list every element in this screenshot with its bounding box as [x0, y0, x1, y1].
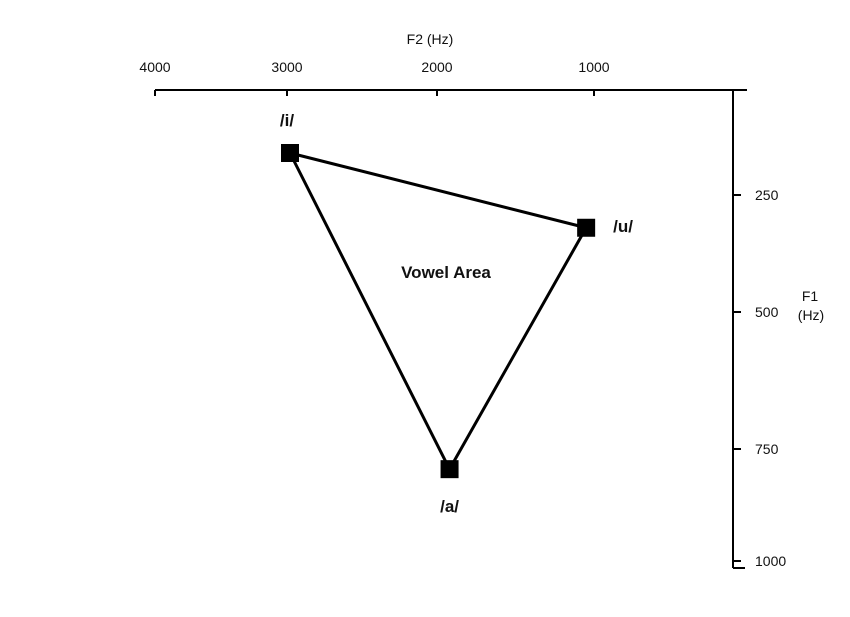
x-ticks: 4000 3000 2000 1000 [139, 59, 610, 96]
y-tick-label: 750 [755, 441, 779, 457]
vowel-area-label: Vowel Area [401, 263, 491, 282]
vowel-triangle [288, 151, 588, 471]
vowel-marker [577, 218, 596, 237]
x-tick-label: 3000 [271, 59, 302, 75]
vowel-label: /a/ [440, 497, 459, 516]
y-tick-label: 500 [755, 304, 779, 320]
vowel-label: /u/ [613, 217, 633, 236]
x-tick-label: 1000 [578, 59, 609, 75]
y-tick-label: 250 [755, 187, 779, 203]
x-tick-label: 2000 [421, 59, 452, 75]
vowel-marker [440, 460, 459, 479]
y-ticks: 250 500 750 1000 [733, 187, 786, 569]
y-tick-label: 1000 [755, 553, 786, 569]
x-axis: 4000 3000 2000 1000 F2 (Hz) [139, 31, 747, 96]
vowel-label: /i/ [280, 111, 294, 130]
vowel-marker [281, 144, 299, 162]
y-axis: 250 500 750 1000 F1 (Hz) [732, 90, 824, 569]
y-axis-title-line1: F1 [802, 288, 819, 304]
vowel-points: /i/ /u/ /a/ [280, 111, 633, 516]
y-axis-title-line2: (Hz) [798, 307, 824, 323]
x-axis-title: F2 (Hz) [407, 31, 454, 47]
x-tick-label: 4000 [139, 59, 170, 75]
